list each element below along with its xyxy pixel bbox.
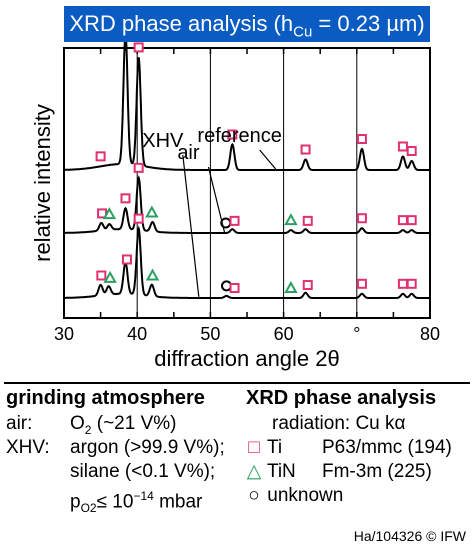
xrd-chart: 30 40 50 60 ° 80 diffraction angle 2θ relative …	[30, 18, 440, 371]
plot-frame	[63, 47, 431, 319]
xrd-phase-legend: XRD phase analysis radiation: Cu kα □ Ti…	[246, 386, 470, 508]
xhv-row: XHV: argon (>99.9 V%);	[6, 437, 225, 458]
ti-marker-air-6	[229, 215, 240, 226]
legend-panel: grinding atmosphere air: O2 (~21 V%) XHV…	[0, 382, 474, 550]
chart-title: XRD phase analysis (hCu = 0.23 µm)	[64, 6, 430, 42]
series-label-reference: reference	[197, 125, 282, 147]
tin-marker-air-1	[102, 207, 117, 220]
x-tick-label-6: 60	[274, 324, 294, 344]
footer-credit: Ha/104326 © IFW	[353, 528, 466, 544]
ti-marker-XHV-3	[133, 213, 144, 224]
ti-marker-air-10	[397, 215, 408, 226]
tin-marker-air-4	[145, 205, 159, 218]
ti-marker-reference-2	[133, 42, 144, 53]
ti-marker-XHV-6	[229, 282, 240, 293]
y-axis-label: relative intensity	[30, 104, 55, 262]
series-leader-air	[207, 166, 226, 233]
legend-heading-xrd: XRD phase analysis	[246, 387, 437, 409]
plot-layer: 30 40 50 60 ° 80 diffraction angle 2θ relative …	[30, 18, 440, 371]
series-line-XHV	[64, 225, 430, 299]
ti-marker-reference-5	[356, 134, 367, 144]
ti-marker-air-2	[120, 193, 131, 204]
series-leader-reference	[259, 149, 277, 170]
x-tick-label-4: 50	[200, 324, 220, 344]
radiation-row: radiation: Cu kα	[272, 413, 406, 434]
xhv-row-3: pO2≤ 10−14 mbar	[70, 489, 203, 516]
series-line-reference	[64, 33, 430, 171]
tin-marker-air-7	[284, 213, 298, 226]
x-tick-label-0: 30	[54, 324, 74, 344]
legend-heading-atmosphere: grinding atmosphere	[6, 387, 205, 409]
ti-marker-reference-4	[300, 144, 311, 155]
ti-marker-XHV-8	[302, 280, 313, 291]
ti-marker-reference-7	[406, 145, 417, 156]
ti-marker-XHV-0	[96, 270, 107, 281]
legend-ti: □ Ti P63/mmc (194)	[246, 436, 470, 460]
tin-marker-icon: △	[246, 461, 262, 482]
ti-marker-air-9	[356, 213, 367, 224]
ti-marker-air-11	[406, 215, 417, 226]
ti-marker-reference-6	[397, 141, 408, 152]
ti-marker-XHV-11	[406, 278, 417, 289]
tin-marker-XHV-7	[284, 280, 298, 293]
x-tick-label-8: °	[353, 324, 360, 344]
ti-marker-air-8	[302, 215, 313, 226]
tin-marker-XHV-4	[145, 268, 160, 281]
ti-marker-XHV-9	[356, 278, 367, 289]
ti-marker-air-3	[133, 162, 144, 173]
ti-marker-icon: □	[248, 437, 260, 458]
tin-marker-XHV-1	[103, 270, 117, 283]
divider	[4, 382, 470, 384]
ti-marker-reference-3	[227, 129, 238, 140]
x-tick-label-10: 80	[420, 324, 440, 344]
grinding-atmosphere-legend: grinding atmosphere air: O2 (~21 V%) XHV…	[6, 386, 236, 516]
unknown-marker-icon: ○	[248, 485, 260, 506]
x-tick-label-2: 40	[127, 324, 147, 344]
ti-marker-XHV-10	[397, 278, 408, 289]
legend-tin: △ TiN Fm-3m (225)	[246, 461, 432, 482]
ti-marker-reference-0	[95, 151, 106, 162]
series-label-XHV: XHV	[142, 130, 184, 152]
ti-marker-XHV-2	[121, 254, 132, 265]
legend-unknown: ○ unknown	[246, 484, 470, 508]
xhv-row-2: silane (<0.1 V%);	[70, 461, 216, 482]
series-leader-XHV	[182, 154, 200, 297]
x-axis-label: diffraction angle 2θ	[154, 346, 340, 371]
series-line-air	[64, 175, 430, 234]
air-row: air: O2 (~21 V%)	[6, 413, 177, 437]
